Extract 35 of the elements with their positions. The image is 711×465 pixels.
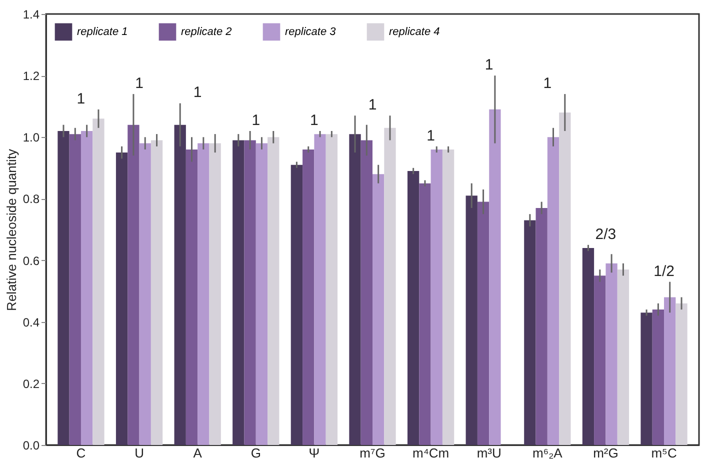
legend-label: replicate 4 <box>389 26 440 38</box>
x-tick-label: m³U <box>476 446 502 460</box>
annotation: 1 <box>310 112 318 129</box>
x-tick-label: m²G <box>593 446 618 460</box>
x-tick-label: G <box>250 446 261 460</box>
annotation: 1 <box>484 56 494 74</box>
y-tick-label: 1.4 <box>22 8 40 22</box>
y-tick-label: 0.6 <box>22 254 40 268</box>
x-tick-label: C <box>76 446 86 460</box>
y-tick-label: 1.2 <box>22 69 40 84</box>
y-tick-label: 0.8 <box>22 192 40 206</box>
annotation: 1 <box>252 112 260 129</box>
annotation: 1 <box>76 90 86 108</box>
annotation: 1 <box>543 74 552 92</box>
annotation: 1 <box>135 74 144 92</box>
x-tick-label: Ψ <box>308 446 320 460</box>
y-tick-label: 0.0 <box>22 438 40 452</box>
x-tick-label: A <box>193 446 202 460</box>
x-tick-label: m⁵C <box>651 446 677 460</box>
annotation: 1 <box>426 127 435 144</box>
annotation: 2/3 <box>595 226 616 243</box>
y-tick-label: 1.0 <box>22 130 40 145</box>
legend-label: replicate 3 <box>285 26 337 38</box>
annotation: 1 <box>193 84 202 102</box>
y-tick-label: 0.4 <box>22 315 40 330</box>
x-tick-label: m⁶₂A <box>532 446 563 460</box>
legend-label: replicate 1 <box>77 26 128 38</box>
annotation: 1 <box>368 96 377 114</box>
y-axis-title: Relative nucleoside quantity <box>4 148 19 311</box>
x-tick-label: U <box>134 446 144 460</box>
x-tick-label: m⁷G <box>360 446 386 460</box>
y-tick-label: 0.2 <box>22 376 40 391</box>
annotation: 1/2 <box>654 262 674 280</box>
legend-label: replicate 2 <box>181 26 232 38</box>
x-tick-label: m⁴Cm <box>412 446 450 460</box>
